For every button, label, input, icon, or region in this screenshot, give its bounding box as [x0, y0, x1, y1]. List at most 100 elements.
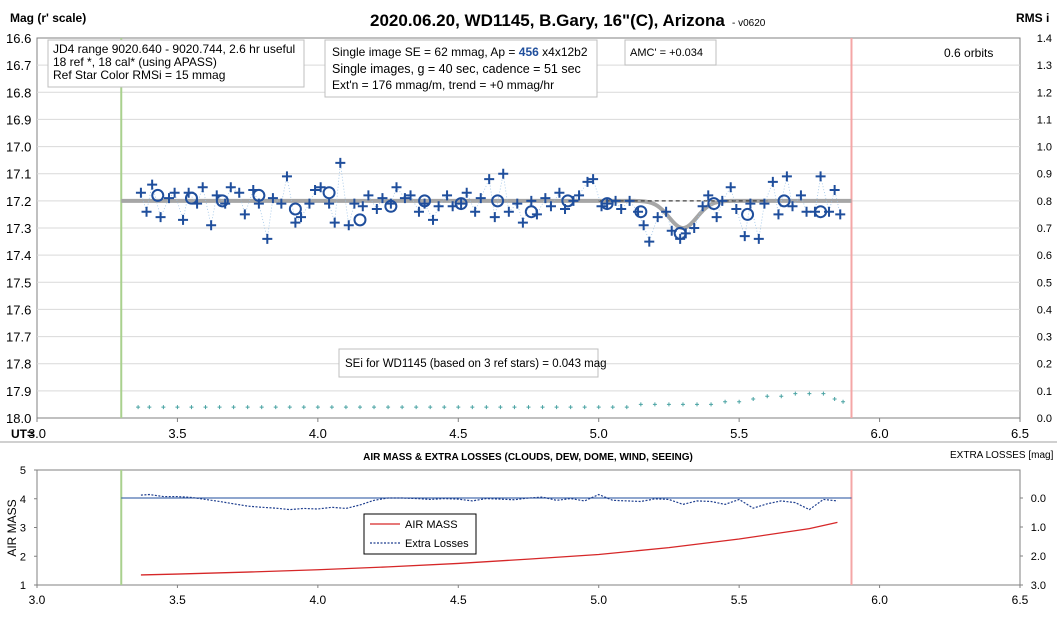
data-point-plus	[428, 214, 439, 225]
rms-point	[484, 405, 489, 410]
data-point-circle	[814, 205, 828, 219]
info-box-2-line-3: Ext'n = 176 mmag/m, trend = +0 mmag/hr	[332, 78, 554, 92]
data-point-circle	[184, 191, 198, 205]
rms-point	[680, 402, 685, 407]
points-connector-line	[140, 162, 841, 243]
x-tick-label: 6.0	[871, 426, 889, 441]
info-box-1-line: 18 ref *, 18 cal* (using APASS)	[53, 55, 217, 69]
data-point-plus	[574, 190, 585, 201]
ap-suffix: x4x12b2	[539, 45, 588, 59]
data-point-circle	[673, 226, 687, 240]
data-point-plus	[484, 174, 495, 185]
data-point-plus	[470, 206, 481, 217]
ap-value: 456	[519, 45, 539, 59]
extra-losses-axis-label: EXTRA LOSSES [mag]	[950, 450, 1054, 461]
rms-point	[841, 399, 846, 404]
y-tick-label-left: 16.9	[6, 112, 31, 127]
y-tick-label-right: 0.6	[1037, 250, 1052, 262]
data-point-plus	[638, 220, 649, 231]
data-point-plus	[377, 193, 388, 204]
data-point-plus	[773, 209, 784, 220]
extra-losses-line	[140, 493, 838, 511]
data-point-plus	[343, 220, 354, 231]
air-mass-x-tick-label: 6.5	[1012, 593, 1029, 607]
rms-point	[147, 405, 152, 410]
extra-losses-tick-label: 0.0	[1031, 493, 1046, 505]
data-point-plus	[197, 182, 208, 193]
rms-point	[414, 405, 419, 410]
air-mass-x-tick-label: 3.0	[29, 593, 46, 607]
rms-point	[512, 405, 517, 410]
rms-point	[273, 405, 278, 410]
air-mass-x-tick-label: 4.5	[450, 593, 467, 607]
info-box-2-line-1: Single image SE = 62 mmag, Ap = 456 x4x1…	[332, 45, 588, 59]
rms-point	[695, 402, 700, 407]
y-tick-label-right: 1.0	[1037, 142, 1052, 154]
rms-point	[259, 405, 264, 410]
x-axis-label: UT=	[11, 427, 34, 441]
chart-version-tag: - v0620	[732, 18, 766, 29]
air-mass-tick-label: 3	[20, 523, 26, 535]
data-point-plus	[602, 198, 613, 209]
y-tick-label-right: 1.4	[1037, 33, 1052, 45]
data-point-circle	[418, 194, 432, 208]
data-point-plus	[324, 198, 335, 209]
info-box-3	[624, 39, 717, 66]
data-point-circle	[151, 188, 165, 202]
rms-point	[793, 391, 798, 396]
rms-point	[568, 405, 573, 410]
extra-losses-tick-label: 2.0	[1031, 551, 1046, 563]
sei-text: SEi for WD1145 (based on 3 ref stars) = …	[345, 358, 607, 370]
data-point-plus	[489, 212, 500, 223]
data-point-plus	[335, 157, 346, 168]
data-point-plus	[624, 195, 635, 206]
data-point-plus	[795, 190, 806, 201]
rms-point	[832, 397, 837, 401]
data-point-circle	[215, 194, 229, 208]
data-point-plus	[781, 171, 792, 182]
data-point-plus	[155, 212, 166, 223]
data-point-plus	[526, 195, 537, 206]
data-point-plus	[178, 214, 189, 225]
data-point-plus	[815, 171, 826, 182]
rms-point	[709, 402, 714, 407]
data-point-plus	[503, 206, 514, 217]
ap-prefix: Single image SE = 62 mmag, Ap =	[332, 45, 519, 59]
data-point-plus	[759, 198, 770, 209]
data-point-circle	[322, 186, 336, 200]
rms-point	[245, 405, 250, 410]
data-point-plus	[725, 182, 736, 193]
data-point-plus	[206, 220, 217, 231]
info-box-2-line-2: Single images, g = 40 sec, cadence = 51 …	[332, 62, 581, 76]
data-point-plus	[835, 209, 846, 220]
rms-point	[203, 405, 208, 410]
air-mass-tick-label: 4	[20, 494, 26, 506]
x-tick-label: 6.5	[1011, 426, 1029, 441]
data-point-circle	[353, 213, 367, 227]
data-point-plus	[644, 236, 655, 247]
data-point-plus	[391, 182, 402, 193]
data-point-plus	[461, 187, 472, 198]
data-point-plus	[234, 187, 245, 198]
y-tick-label-right: 0.1	[1037, 386, 1052, 398]
rms-point	[456, 405, 461, 410]
data-point-circle	[454, 197, 468, 211]
data-point-circle	[288, 202, 302, 216]
rms-point	[751, 397, 756, 401]
data-point-circle	[252, 188, 266, 202]
chart-title: 2020.06.20, WD1145, B.Gary, 16"(C), Ariz…	[370, 11, 725, 30]
y-tick-label-left: 17.9	[6, 384, 31, 399]
y-tick-label-right: 1.3	[1037, 60, 1052, 72]
data-point-circle	[777, 194, 791, 208]
data-point-plus	[405, 190, 416, 201]
air-mass-x-tick-label: 5.5	[731, 593, 748, 607]
rms-point	[624, 405, 629, 410]
air-mass-x-tick-label: 5.0	[590, 593, 607, 607]
y-tick-label-left: 17.2	[6, 194, 31, 209]
rms-point	[807, 391, 812, 396]
data-point-plus	[310, 185, 321, 195]
data-point-plus	[296, 212, 307, 223]
data-point-plus	[164, 193, 175, 204]
y-tick-label-left: 17.6	[6, 302, 31, 317]
air-mass-x-tick-label: 6.0	[871, 593, 888, 607]
